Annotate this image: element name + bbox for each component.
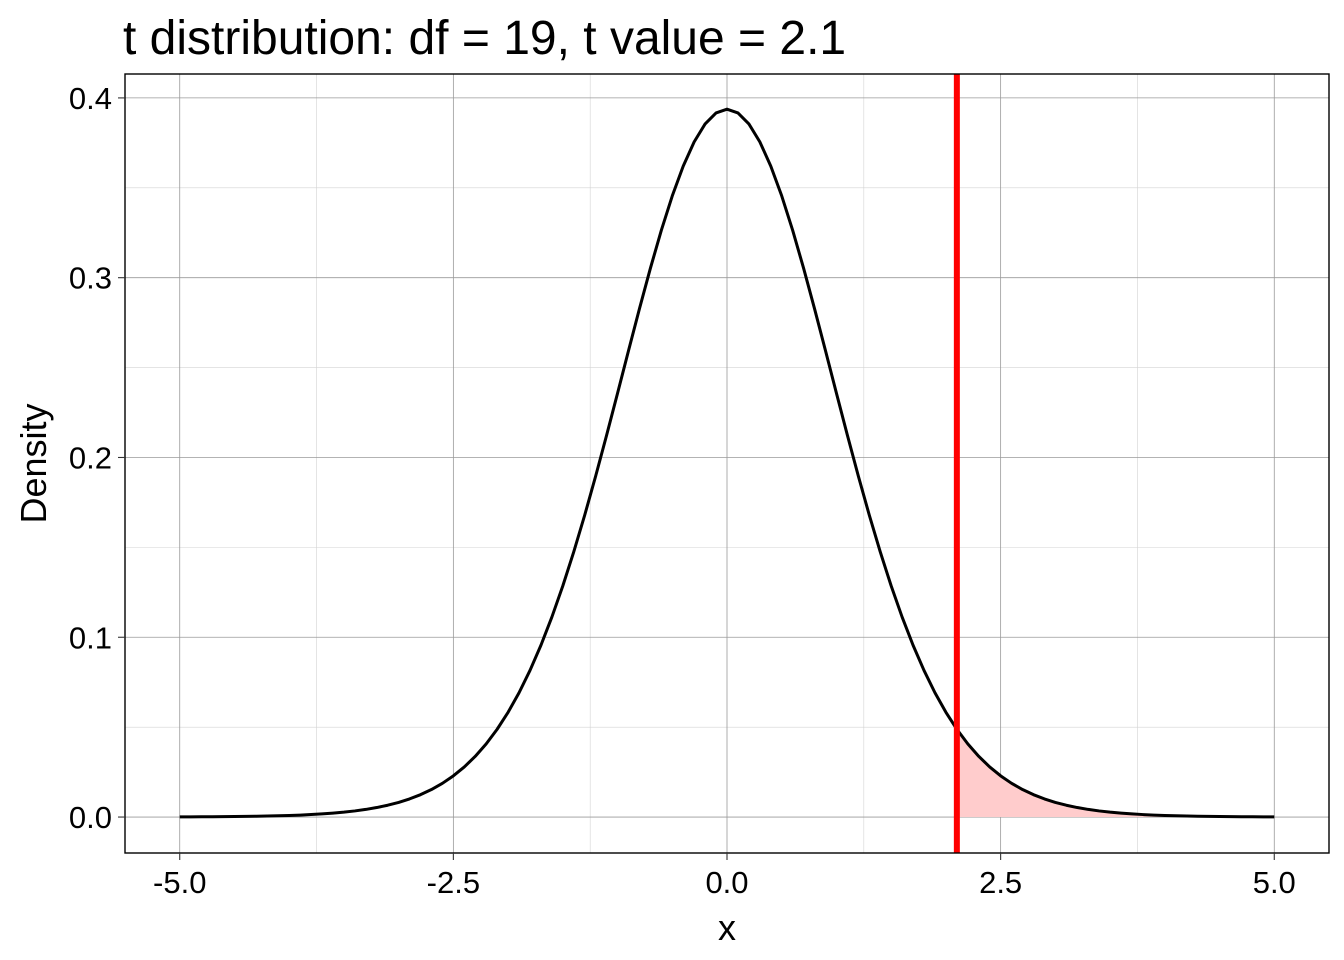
y-axis-ticks: 0.0 0.1 0.2 0.3 0.4 bbox=[69, 81, 125, 835]
x-tick-label: 5.0 bbox=[1253, 865, 1296, 900]
major-gridlines bbox=[125, 74, 1329, 853]
x-axis-title: x bbox=[718, 907, 736, 948]
y-axis-title: Density bbox=[13, 403, 54, 523]
y-tick-label: 0.3 bbox=[69, 261, 112, 296]
x-axis-ticks: -5.0 -2.5 0.0 2.5 5.0 bbox=[153, 853, 1296, 900]
x-tick-label: 0.0 bbox=[705, 865, 748, 900]
x-tick-label: 2.5 bbox=[979, 865, 1022, 900]
y-tick-label: 0.1 bbox=[69, 620, 112, 655]
x-tick-label: -5.0 bbox=[153, 865, 206, 900]
y-tick-label: 0.4 bbox=[69, 81, 112, 116]
density-curve bbox=[179, 107, 1275, 819]
y-tick-label: 0.0 bbox=[69, 800, 112, 835]
x-tick-label: -2.5 bbox=[427, 865, 480, 900]
y-tick-label: 0.2 bbox=[69, 440, 112, 475]
chart-title: t distribution: df = 19, t value = 2.1 bbox=[123, 12, 846, 65]
shaded-tail-area bbox=[956, 729, 1275, 818]
